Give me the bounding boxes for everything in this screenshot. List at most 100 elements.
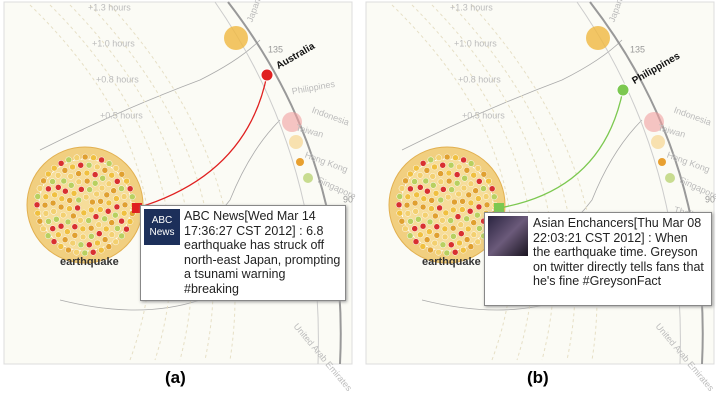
- tweet-dot: [443, 153, 451, 161]
- tweet-dot: [404, 210, 412, 217]
- tweet-dot: [61, 236, 69, 243]
- tweet-dot: [444, 193, 452, 201]
- tweet-dot: [413, 164, 420, 172]
- tweet-dot: [464, 225, 472, 233]
- tweet-dot: [411, 225, 418, 232]
- tweet-dot: [460, 156, 467, 164]
- tweet-dot: [49, 199, 57, 207]
- axis-label: 135: [268, 44, 283, 54]
- hour-label: +1.0 hours: [454, 38, 497, 48]
- tweet-dot: [40, 177, 47, 185]
- hour-ring: [29, 4, 151, 361]
- tweet-dot: [57, 203, 65, 211]
- tweet-dot: [398, 218, 406, 225]
- tweet-dot: [112, 238, 119, 246]
- hour-ring: [451, 4, 576, 361]
- tweet-dot: [420, 195, 428, 202]
- tweet-dot: [448, 186, 455, 193]
- tweet-dot: [463, 167, 471, 174]
- tweet-dot: [71, 223, 79, 230]
- tweet-dot: [104, 208, 112, 215]
- tweet-dot: [430, 182, 437, 189]
- tweet-dot: [49, 178, 56, 185]
- tweet-dot: [451, 249, 459, 256]
- tweet-dot: [55, 184, 62, 191]
- tweet-dot: [396, 209, 403, 217]
- tweet-dot: [105, 199, 113, 207]
- tweet-dot: [396, 193, 404, 200]
- tweet-text: Asian Enchancers[Thu Mar 08 22:03:21 CST…: [533, 216, 704, 288]
- tweet-dot: [445, 169, 453, 177]
- tweet-dot: [488, 185, 496, 192]
- tweet-dot: [64, 218, 72, 226]
- link: [136, 74, 268, 209]
- tweet-dot: [89, 249, 97, 256]
- tweet-dot: [440, 186, 447, 193]
- tweet-dot: [83, 177, 91, 185]
- tweet-dot: [460, 246, 467, 254]
- tweet-dot: [69, 239, 77, 247]
- tweet-dot: [75, 178, 83, 186]
- tweet-dot: [36, 185, 44, 192]
- tweet-dot: [441, 225, 449, 233]
- tweet-dot: [105, 180, 113, 188]
- tweet-dot: [51, 164, 58, 172]
- tweet-dot: [474, 165, 482, 172]
- country-cluster: [586, 26, 610, 50]
- tweet-dot: [457, 221, 464, 228]
- tweet-dot: [437, 178, 445, 186]
- tweet-dot: [470, 171, 477, 179]
- tweet-dot: [67, 173, 74, 180]
- country-cluster: [296, 158, 304, 166]
- tweet-dot: [65, 156, 72, 164]
- tweet-dot: [432, 212, 439, 220]
- tweet-dot: [442, 209, 450, 217]
- country-cluster: [289, 135, 303, 149]
- hour-label: +0.8 hours: [96, 74, 139, 84]
- tweet-dot: [77, 161, 84, 169]
- tweet-dot: [97, 198, 104, 205]
- tweet-dot: [66, 205, 73, 212]
- axis-label: 90: [705, 194, 715, 204]
- tweet-dot: [45, 170, 52, 178]
- tweet-dot: [465, 191, 473, 199]
- tweet-dot: [33, 201, 41, 209]
- axis-label: 135: [630, 44, 645, 54]
- tweet-dot: [69, 163, 76, 171]
- tweet-dot: [88, 233, 95, 240]
- tweet-dot: [42, 210, 50, 217]
- tweet-dot: [419, 243, 427, 250]
- tweet-dot: [443, 249, 451, 257]
- tweet-dot: [436, 204, 443, 212]
- tweet-dot: [412, 208, 419, 215]
- tweet-dot: [98, 184, 106, 192]
- tweet-dot: [92, 213, 100, 220]
- hour-label: +0.8 hours: [458, 74, 501, 84]
- tweet-dot: [118, 185, 125, 192]
- tweet-dot: [61, 167, 69, 174]
- tweet-dot: [112, 211, 119, 219]
- time-ring: [589, 1, 704, 365]
- tweet-dot: [395, 201, 403, 209]
- tweet-dot: [45, 185, 52, 193]
- tweet-dot: [452, 154, 459, 162]
- hour-ring: [471, 4, 598, 361]
- tweet-text: ABC News[Wed Mar 14 17:36:27 CST 2012] :…: [184, 209, 341, 296]
- tweet-dot: [404, 193, 412, 201]
- tweet-dot: [432, 190, 440, 197]
- tweet-dot: [433, 223, 441, 230]
- tweet-dot: [439, 241, 447, 249]
- tweet-dot: [455, 190, 462, 198]
- tweet-dot: [80, 209, 88, 217]
- tweet-dot: [57, 160, 65, 167]
- link: [498, 89, 624, 209]
- hour-ring: [411, 4, 534, 361]
- hour-ring: [431, 4, 555, 361]
- tweet-dot: [89, 198, 96, 206]
- user-photo: [488, 216, 528, 256]
- tweet-dot: [453, 171, 461, 178]
- tweet-dot: [114, 178, 121, 185]
- tweet-dot: [419, 222, 427, 230]
- tweet-dot: [427, 246, 434, 254]
- tweet-dot: [407, 185, 414, 193]
